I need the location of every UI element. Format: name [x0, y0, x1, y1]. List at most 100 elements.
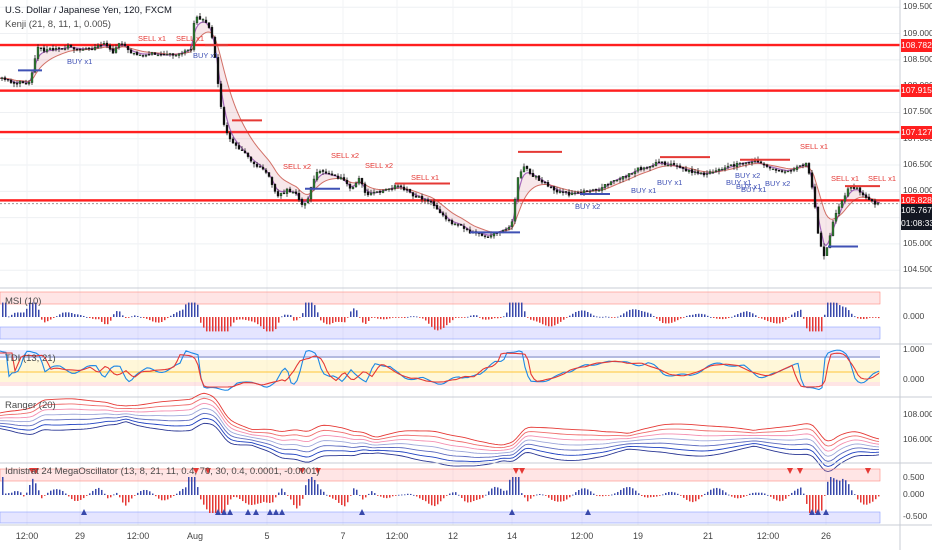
mega-buy-triangle	[809, 509, 815, 515]
mega-bar	[725, 492, 727, 495]
msi-bar	[527, 317, 529, 318]
mega-bar	[140, 491, 142, 495]
msi-bar	[848, 310, 850, 317]
candle-body	[321, 170, 325, 172]
msi-bar	[563, 317, 565, 320]
mega-bar	[206, 495, 208, 510]
candle-body	[87, 47, 91, 50]
candle-body	[405, 189, 409, 191]
sell-signal-label: SELL x1	[868, 174, 897, 183]
mega-buy-triangle	[253, 509, 259, 515]
sell-signal-label: SELL x1	[138, 34, 167, 43]
mega-bar	[779, 495, 781, 502]
msi-bar	[776, 317, 778, 324]
mega-bar	[587, 489, 589, 495]
mega-bar	[191, 477, 193, 495]
mega-bar	[443, 495, 445, 499]
msi-bar	[869, 317, 871, 318]
msi-bar	[398, 317, 400, 318]
candle-body	[516, 177, 520, 200]
candle-body	[525, 165, 529, 169]
mega-bar	[179, 491, 181, 495]
price-level-line	[0, 43, 900, 47]
mega-bar	[185, 487, 187, 495]
sell-signal-label: SELL x1	[176, 34, 205, 43]
mega-bar	[188, 477, 190, 495]
msi-bar	[23, 312, 25, 317]
mega-bar	[494, 486, 496, 495]
msi-bar	[95, 317, 97, 320]
candle-body	[612, 180, 616, 182]
candle-body	[51, 48, 55, 51]
msi-bar	[161, 317, 163, 323]
msi-bar	[299, 317, 301, 318]
mega-bar	[236, 495, 238, 498]
mega-bar	[167, 495, 169, 500]
msi-bar	[269, 317, 271, 332]
msi-bar	[755, 315, 757, 317]
mega-bar	[488, 491, 490, 495]
mega-bar	[455, 492, 457, 495]
mega-bar	[338, 495, 340, 503]
msi-bar	[335, 317, 337, 322]
msi-bar	[236, 317, 238, 320]
msi-bar	[647, 312, 649, 317]
mega-bar	[35, 483, 37, 495]
msi-bar	[410, 316, 412, 318]
candle-body	[399, 185, 403, 187]
msi-bar	[305, 302, 307, 317]
msi-bar	[20, 312, 22, 317]
mega-bar	[425, 495, 427, 502]
msi-bar	[182, 309, 184, 317]
msi-bar	[419, 317, 421, 318]
msi-bar	[323, 317, 325, 323]
msi-bar	[80, 315, 82, 317]
candle-body	[873, 200, 877, 205]
candle-body	[360, 177, 364, 185]
candle-body	[261, 166, 265, 170]
mega-buy-triangle	[227, 509, 233, 515]
msi-bar	[788, 317, 790, 318]
msi-bar	[506, 312, 508, 317]
candle-body	[435, 205, 439, 210]
candle-body	[384, 189, 388, 191]
msi-bar	[740, 312, 742, 317]
candle-body	[519, 171, 523, 178]
msi-bar	[845, 307, 847, 317]
msi-bar	[131, 316, 133, 318]
msi-bar	[734, 315, 736, 317]
candle-body	[279, 192, 283, 197]
msi-bar	[581, 310, 583, 317]
price-axis-label: 106.000	[903, 185, 932, 196]
mega-bar	[110, 495, 112, 498]
mega-bar	[647, 495, 649, 498]
mega-bar	[800, 487, 802, 495]
candle-body	[396, 185, 400, 187]
candle-body	[429, 201, 433, 203]
candle-body	[678, 165, 682, 168]
candle-body	[687, 169, 691, 172]
msi-bar	[737, 314, 739, 317]
candle-body	[819, 232, 823, 247]
candle-body	[48, 48, 52, 50]
mega-bar	[662, 494, 664, 496]
mega-bar	[353, 488, 355, 495]
msi-bar	[86, 316, 88, 318]
msi-bar	[320, 317, 322, 321]
candle-body	[789, 170, 793, 172]
mega-bar	[665, 492, 667, 495]
msi-bar	[140, 316, 142, 318]
mega-bar	[836, 479, 838, 495]
candle-body	[465, 228, 469, 230]
mega-bar	[497, 487, 499, 495]
msi-bar	[857, 317, 859, 319]
msi-bar	[311, 302, 313, 317]
msi-bar	[866, 317, 868, 319]
mega-bar	[356, 489, 358, 495]
mega-bar	[479, 495, 481, 500]
msi-bar	[53, 317, 55, 318]
candle-body	[729, 164, 733, 167]
candle-body	[15, 83, 19, 85]
candle-body	[546, 182, 550, 187]
